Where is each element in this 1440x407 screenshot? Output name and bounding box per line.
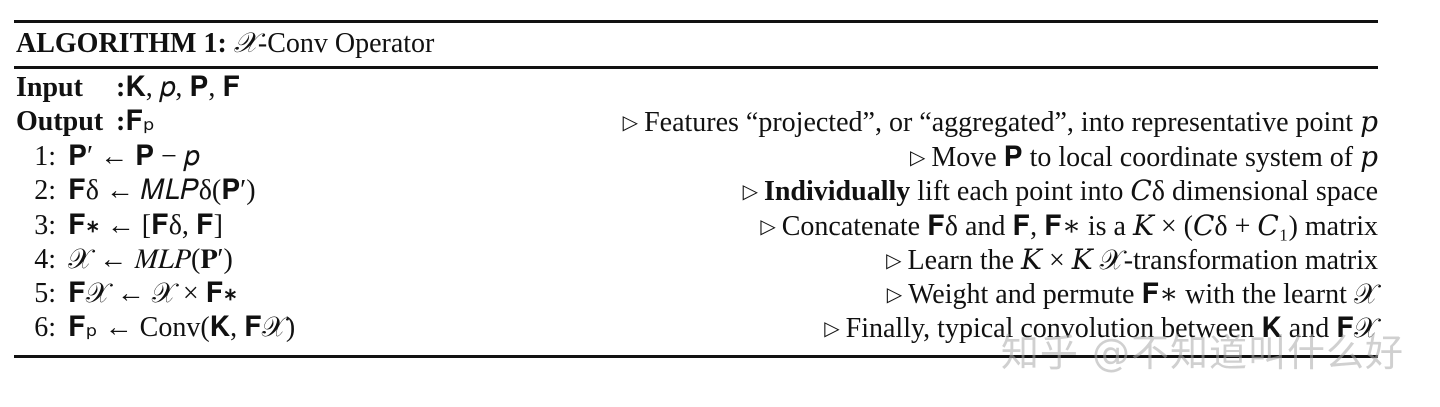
comment-marker-icon: ▷ bbox=[760, 214, 776, 238]
output-comment: ▷ Features “projected”, or “aggregated”, … bbox=[622, 107, 1378, 138]
step-line: 6: 𝐅ₚ ← Conv(𝐊, 𝐅𝒳) ▷ Finally, typical con… bbox=[16, 311, 1378, 345]
step-line: 5: 𝐅𝒳 ← 𝒳 × 𝐅∗ ▷ Weight and permute 𝐅∗ wit… bbox=[16, 277, 1378, 311]
output-value: 𝐅ₚ bbox=[125, 106, 156, 137]
step-comment: ▷ Learn the 𝐾 × 𝐾 𝒳-transformation matrix bbox=[886, 245, 1378, 276]
step-number: 2: bbox=[34, 175, 56, 206]
step-code: 𝐅∗ ← [𝐅δ, 𝐅] bbox=[68, 210, 223, 241]
comment-marker-icon: ▷ bbox=[886, 282, 903, 306]
input-value: 𝐊, 𝑝, 𝐏, 𝐅 bbox=[125, 72, 241, 103]
step-line: 4: 𝒳 ← 𝑀𝐿𝑃(𝐏′) ▷ Learn the 𝐾 × 𝐾 𝒳-transfo… bbox=[16, 243, 1378, 277]
step-line: 3: 𝐅∗ ← [𝐅δ, 𝐅] ▷ Concatenate 𝐅δ and 𝐅, 𝐅∗… bbox=[16, 209, 1378, 243]
operator-symbol: 𝒳 bbox=[233, 26, 258, 59]
step-comment: ▷ Weight and permute 𝐅∗ with the learnt 𝒳 bbox=[886, 279, 1378, 310]
comment-marker-icon: ▷ bbox=[886, 248, 902, 272]
input-colon: : bbox=[116, 72, 126, 103]
step-comment: ▷ Individually lift each point into 𝐶δ di… bbox=[742, 176, 1378, 207]
step-code: 𝐅δ ← 𝑀𝐿𝑃δ(𝐏′) bbox=[68, 175, 256, 206]
step-number: 6: bbox=[34, 312, 56, 343]
output-colon: : bbox=[116, 106, 126, 137]
algorithm-title: ALGORITHM 1: 𝒳-Conv Operator bbox=[16, 26, 434, 61]
comment-marker-icon: ▷ bbox=[824, 316, 840, 340]
step-code: 𝐏′ ← 𝐏 − 𝑝 bbox=[68, 141, 200, 172]
bottom-rule bbox=[14, 355, 1378, 358]
step-comment: ▷ Concatenate 𝐅δ and 𝐅, 𝐅∗ is a 𝐾 × (𝐶δ +… bbox=[760, 211, 1378, 242]
step-number: 5: bbox=[34, 278, 56, 309]
operator-name: -Conv Operator bbox=[257, 28, 435, 59]
algorithm-label: ALGORITHM 1: bbox=[16, 28, 227, 59]
comment-marker-icon: ▷ bbox=[742, 179, 758, 203]
step-number: 3: bbox=[34, 210, 56, 241]
step-number: 4: bbox=[34, 244, 56, 275]
comment-marker-icon: ▷ bbox=[622, 110, 639, 134]
step-line: 1: 𝐏′ ← 𝐏 − 𝑝 ▷ Move 𝐏 to local coordinate… bbox=[16, 140, 1378, 174]
watermark: 知乎 @不知道叫什么好 bbox=[1000, 331, 1404, 375]
step-code: 𝐅ₚ ← Conv(𝐊, 𝐅𝒳) bbox=[68, 312, 296, 343]
comment-marker-icon: ▷ bbox=[909, 145, 926, 169]
step-code: 𝒳 ← 𝑀𝐿𝑃(𝐏′) bbox=[68, 244, 233, 275]
header-rule bbox=[14, 66, 1378, 69]
output-line: Output:𝐅ₚ ▷ Features “projected”, or “agg… bbox=[16, 105, 1378, 139]
step-line: 2: 𝐅δ ← 𝑀𝐿𝑃δ(𝐏′) ▷ Individually lift each … bbox=[16, 174, 1378, 208]
output-keyword: Output bbox=[16, 106, 104, 137]
step-code: 𝐅𝒳 ← 𝒳 × 𝐅∗ bbox=[68, 278, 238, 309]
step-comment: ▷ Move 𝐏 to local coordinate system of 𝑝 bbox=[909, 142, 1378, 173]
step-number: 1: bbox=[34, 141, 56, 172]
input-line: Input:𝐊, 𝑝, 𝐏, 𝐅 bbox=[16, 71, 1378, 105]
top-rule bbox=[14, 20, 1378, 23]
step-comment: ▷ Finally, typical convolution between 𝐊 … bbox=[824, 313, 1378, 344]
input-keyword: Input bbox=[16, 72, 83, 103]
